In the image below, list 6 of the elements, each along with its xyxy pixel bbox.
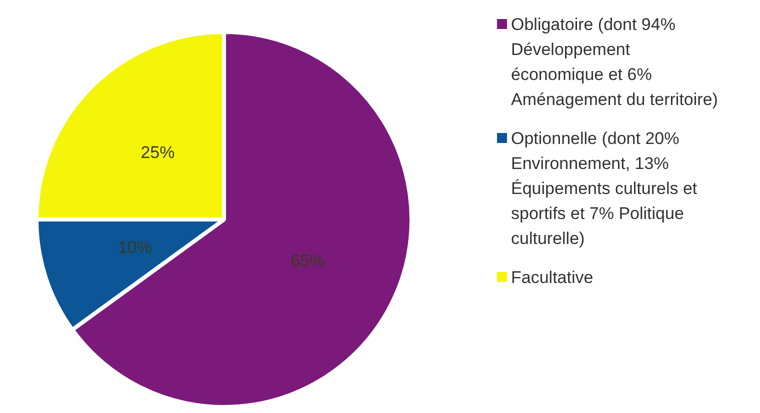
legend-label: Optionnelle (dont 20% Environnement, 13% Équipements culturels et sportifs et 7% Politique culturelle) [511, 128, 698, 250]
data-label: 65% [290, 252, 325, 271]
data-label: 10% [118, 238, 152, 258]
legend-label: Obligatoire (dont 94% Développement économique et 6% Aménagement du territoire) [511, 14, 719, 111]
data-label: 25% [140, 142, 175, 162]
legend-label: Facultative [511, 267, 594, 289]
